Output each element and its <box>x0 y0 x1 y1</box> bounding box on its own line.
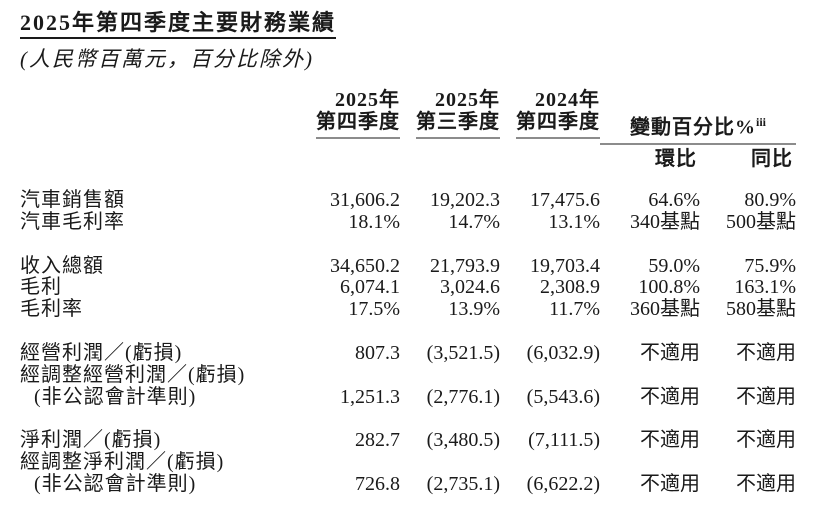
row-label: 收入總額 <box>20 254 104 277</box>
table-row-vehicle-sales: 汽車銷售額 31,606.2 19,202.3 17,475.6 64.6% 8… <box>20 189 796 212</box>
header-yoy: 同比 <box>751 148 793 171</box>
footnote-marker: iii <box>755 115 766 130</box>
cell-qoq: 340基點 <box>630 210 700 233</box>
cell-q4-2025: 807.3 <box>355 342 400 365</box>
cell-q3-2025: 3,024.6 <box>440 276 500 299</box>
cell-q3-2025: (2,776.1) <box>426 385 500 408</box>
row-group-auto: 汽車銷售額 31,606.2 19,202.3 17,475.6 64.6% 8… <box>20 189 830 234</box>
table-row-non-gaap-note-operating: (非公認會計準則) 1,251.3 (2,776.1) (5,543.6) 不適… <box>20 385 796 409</box>
row-label: 經營利潤／(虧損) <box>20 342 183 365</box>
cell-q4-2025: 282.7 <box>355 429 400 452</box>
table-row-adjusted-operating-profit: 經調整經營利潤／(虧損) <box>20 363 796 387</box>
cell-yoy <box>700 365 796 387</box>
financial-table: 2025年 2025年 2024年 第四季度 第三季度 第四季度 變動百分比%i… <box>20 89 830 495</box>
cell-q4-2024 <box>500 452 600 474</box>
row-label: 毛利率 <box>20 298 83 321</box>
cell-yoy: 不適用 <box>736 473 796 495</box>
table-row-vehicle-margin: 汽車毛利率 18.1% 14.7% 13.1% 340基點 500基點 <box>20 210 796 234</box>
cell-q4-2025: 31,606.2 <box>330 189 400 212</box>
cell-q4-2024: 11.7% <box>549 298 600 321</box>
cell-qoq: 64.6% <box>648 189 700 212</box>
row-label: 經調整淨利潤／(虧損) <box>20 451 225 474</box>
table-header-quarters: 第四季度 第三季度 第四季度 變動百分比%iii <box>20 111 796 146</box>
cell-q4-2025: 17.5% <box>348 298 400 321</box>
cell-qoq: 不適用 <box>640 473 700 495</box>
page-title: 2025年第四季度主要財務業績 <box>20 10 337 40</box>
table-row-net-profit: 淨利潤／(虧損) 282.7 (3,480.5) (7,111.5) 不適用 不… <box>20 430 796 452</box>
cell-qoq: 不適用 <box>640 429 700 452</box>
cell-q4-2025: 34,650.2 <box>330 254 400 277</box>
table-row-adjusted-net-profit: 經調整淨利潤／(虧損) <box>20 451 796 474</box>
cell-q3-2025: 19,202.3 <box>430 189 500 212</box>
cell-qoq <box>600 452 700 474</box>
header-year-q3-2025: 2025年 <box>435 89 500 112</box>
table-header-years: 2025年 2025年 2024年 <box>20 89 796 111</box>
cell-q3-2025: 13.9% <box>448 298 500 321</box>
header-quarter-q4-2025: 第四季度 <box>310 111 400 145</box>
cell-yoy: 163.1% <box>734 276 796 299</box>
cell-qoq <box>600 365 700 387</box>
cell-q4-2025: 726.8 <box>355 473 400 495</box>
header-year-q4-2025: 2025年 <box>335 89 400 112</box>
row-group-revenue: 收入總額 34,650.2 21,793.9 19,703.4 59.0% 75… <box>20 254 830 321</box>
row-group-net: 淨利潤／(虧損) 282.7 (3,480.5) (7,111.5) 不適用 不… <box>20 430 830 495</box>
header-qoq: 環比 <box>655 148 697 171</box>
cell-q4-2025: 1,251.3 <box>340 385 400 408</box>
cell-q3-2025: (3,521.5) <box>426 342 500 365</box>
cell-q4-2024: 2,308.9 <box>540 276 600 299</box>
row-label: 經調整經營利潤／(虧損) <box>20 363 246 386</box>
row-group-operating: 經營利潤／(虧損) 807.3 (3,521.5) (6,032.9) 不適用 … <box>20 342 830 409</box>
table-row-total-revenue: 收入總額 34,650.2 21,793.9 19,703.4 59.0% 75… <box>20 254 796 278</box>
row-label: 汽車毛利率 <box>20 210 125 233</box>
row-label: (非公認會計準則) <box>34 473 197 495</box>
cell-q4-2024 <box>500 365 600 387</box>
cell-q4-2024: (6,622.2) <box>526 473 600 495</box>
cell-q4-2024: 19,703.4 <box>530 254 600 277</box>
cell-q4-2024: 13.1% <box>548 210 600 233</box>
cell-yoy <box>700 452 796 474</box>
cell-q4-2025 <box>310 452 400 474</box>
cell-qoq: 不適用 <box>640 385 700 408</box>
cell-qoq: 59.0% <box>648 254 700 277</box>
cell-yoy: 不適用 <box>736 429 796 452</box>
cell-q4-2025 <box>310 365 400 387</box>
cell-yoy: 不適用 <box>736 342 796 365</box>
report-page: 2025年第四季度主要財務業績 (人民幣百萬元，百分比除外) 2025年 202… <box>20 10 830 495</box>
row-label: 汽車銷售額 <box>20 189 125 212</box>
cell-yoy: 75.9% <box>744 254 796 277</box>
cell-yoy: 80.9% <box>744 189 796 212</box>
cell-q4-2024: 17,475.6 <box>530 189 600 212</box>
cell-q3-2025 <box>400 452 500 474</box>
cell-yoy: 500基點 <box>726 210 796 233</box>
table-row-gross-margin: 毛利率 17.5% 13.9% 11.7% 360基點 580基點 <box>20 298 796 321</box>
table-body: 汽車銷售額 31,606.2 19,202.3 17,475.6 64.6% 8… <box>20 189 830 496</box>
cell-q3-2025: 14.7% <box>448 210 500 233</box>
cell-q4-2024: (7,111.5) <box>528 429 600 452</box>
row-label: 淨利潤／(虧損) <box>20 429 162 452</box>
cell-q3-2025 <box>400 365 500 387</box>
cell-yoy: 不適用 <box>736 385 796 408</box>
cell-q4-2025: 18.1% <box>348 210 400 233</box>
header-change-percent: 變動百分比%iii <box>600 111 796 146</box>
header-quarter-q3-2025: 第三季度 <box>400 111 500 145</box>
table-header-subcolumns: 環比 同比 <box>20 145 796 171</box>
cell-qoq: 不適用 <box>640 342 700 365</box>
table-row-gross-profit: 毛利 6,074.1 3,024.6 2,308.9 100.8% 163.1% <box>20 277 796 299</box>
cell-q3-2025: 21,793.9 <box>430 254 500 277</box>
table-row-non-gaap-note-net: (非公認會計準則) 726.8 (2,735.1) (6,622.2) 不適用 … <box>20 473 796 496</box>
header-quarter-q4-2024: 第四季度 <box>500 111 600 145</box>
page-subtitle: (人民幣百萬元，百分比除外) <box>20 47 314 72</box>
cell-qoq: 360基點 <box>630 298 700 321</box>
cell-q3-2025: (3,480.5) <box>426 429 500 452</box>
header-year-q4-2024: 2024年 <box>535 89 600 112</box>
cell-q4-2025: 6,074.1 <box>340 276 400 299</box>
row-label: (非公認會計準則) <box>34 385 197 408</box>
cell-qoq: 100.8% <box>638 276 700 299</box>
cell-q4-2024: (6,032.9) <box>526 342 600 365</box>
cell-q3-2025: (2,735.1) <box>426 473 500 495</box>
cell-q4-2024: (5,543.6) <box>526 385 600 408</box>
cell-yoy: 580基點 <box>726 298 796 321</box>
table-row-operating-profit: 經營利潤／(虧損) 807.3 (3,521.5) (6,032.9) 不適用 … <box>20 342 796 365</box>
row-label: 毛利 <box>20 276 62 299</box>
